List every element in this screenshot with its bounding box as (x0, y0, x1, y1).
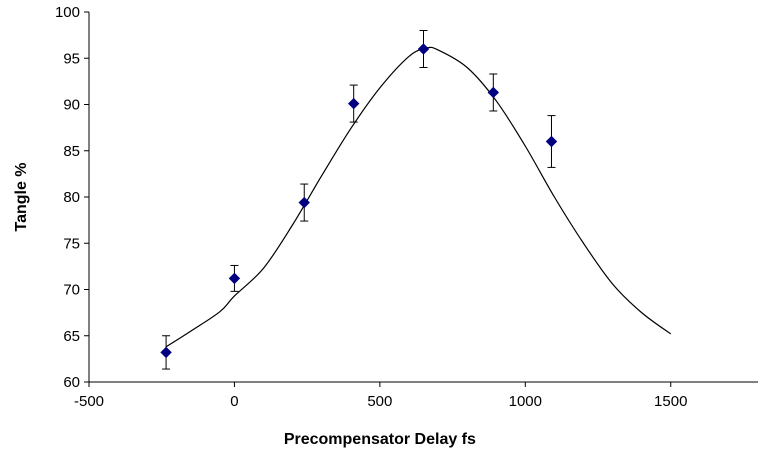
diamond-marker (545, 135, 558, 148)
y-tick-label: 95 (63, 50, 80, 67)
x-tick-label: 500 (367, 393, 392, 410)
diamond-marker (487, 86, 500, 99)
diamond-marker (160, 346, 172, 359)
y-tick-label: 70 (63, 282, 80, 299)
fit-curve (165, 46, 672, 348)
y-tick-label: 100 (55, 4, 80, 21)
x-axis-ticks: -500 0 500 1000 1500 (74, 382, 687, 410)
diamond-marker (228, 272, 241, 285)
data-point (228, 264, 241, 292)
y-tick-label: 85 (63, 143, 80, 160)
x-tick-label: 1000 (509, 393, 542, 410)
x-axis-title: Precompensator Delay fs (284, 431, 476, 448)
data-point (417, 30, 430, 68)
data-point (347, 84, 360, 123)
y-axis-ticks: 60 65 70 75 80 85 90 95 100 (55, 4, 89, 391)
diamond-marker (347, 97, 360, 110)
diamond-marker (298, 196, 310, 209)
data-point (298, 183, 310, 222)
data-point (160, 335, 172, 370)
x-tick-label: 1500 (654, 393, 687, 410)
y-tick-label: 75 (63, 235, 80, 252)
y-tick-label: 60 (63, 374, 80, 391)
data-point (487, 73, 500, 112)
y-tick-label: 90 (63, 97, 80, 114)
diamond-marker (417, 43, 430, 55)
data-point (545, 115, 558, 168)
y-tick-label: 65 (63, 328, 80, 345)
y-tick-label: 80 (63, 189, 80, 206)
data-points (160, 30, 558, 370)
x-tick-label: 0 (230, 393, 238, 410)
x-tick-label: -500 (74, 393, 104, 410)
y-axis-title: Tangle % (13, 162, 30, 231)
